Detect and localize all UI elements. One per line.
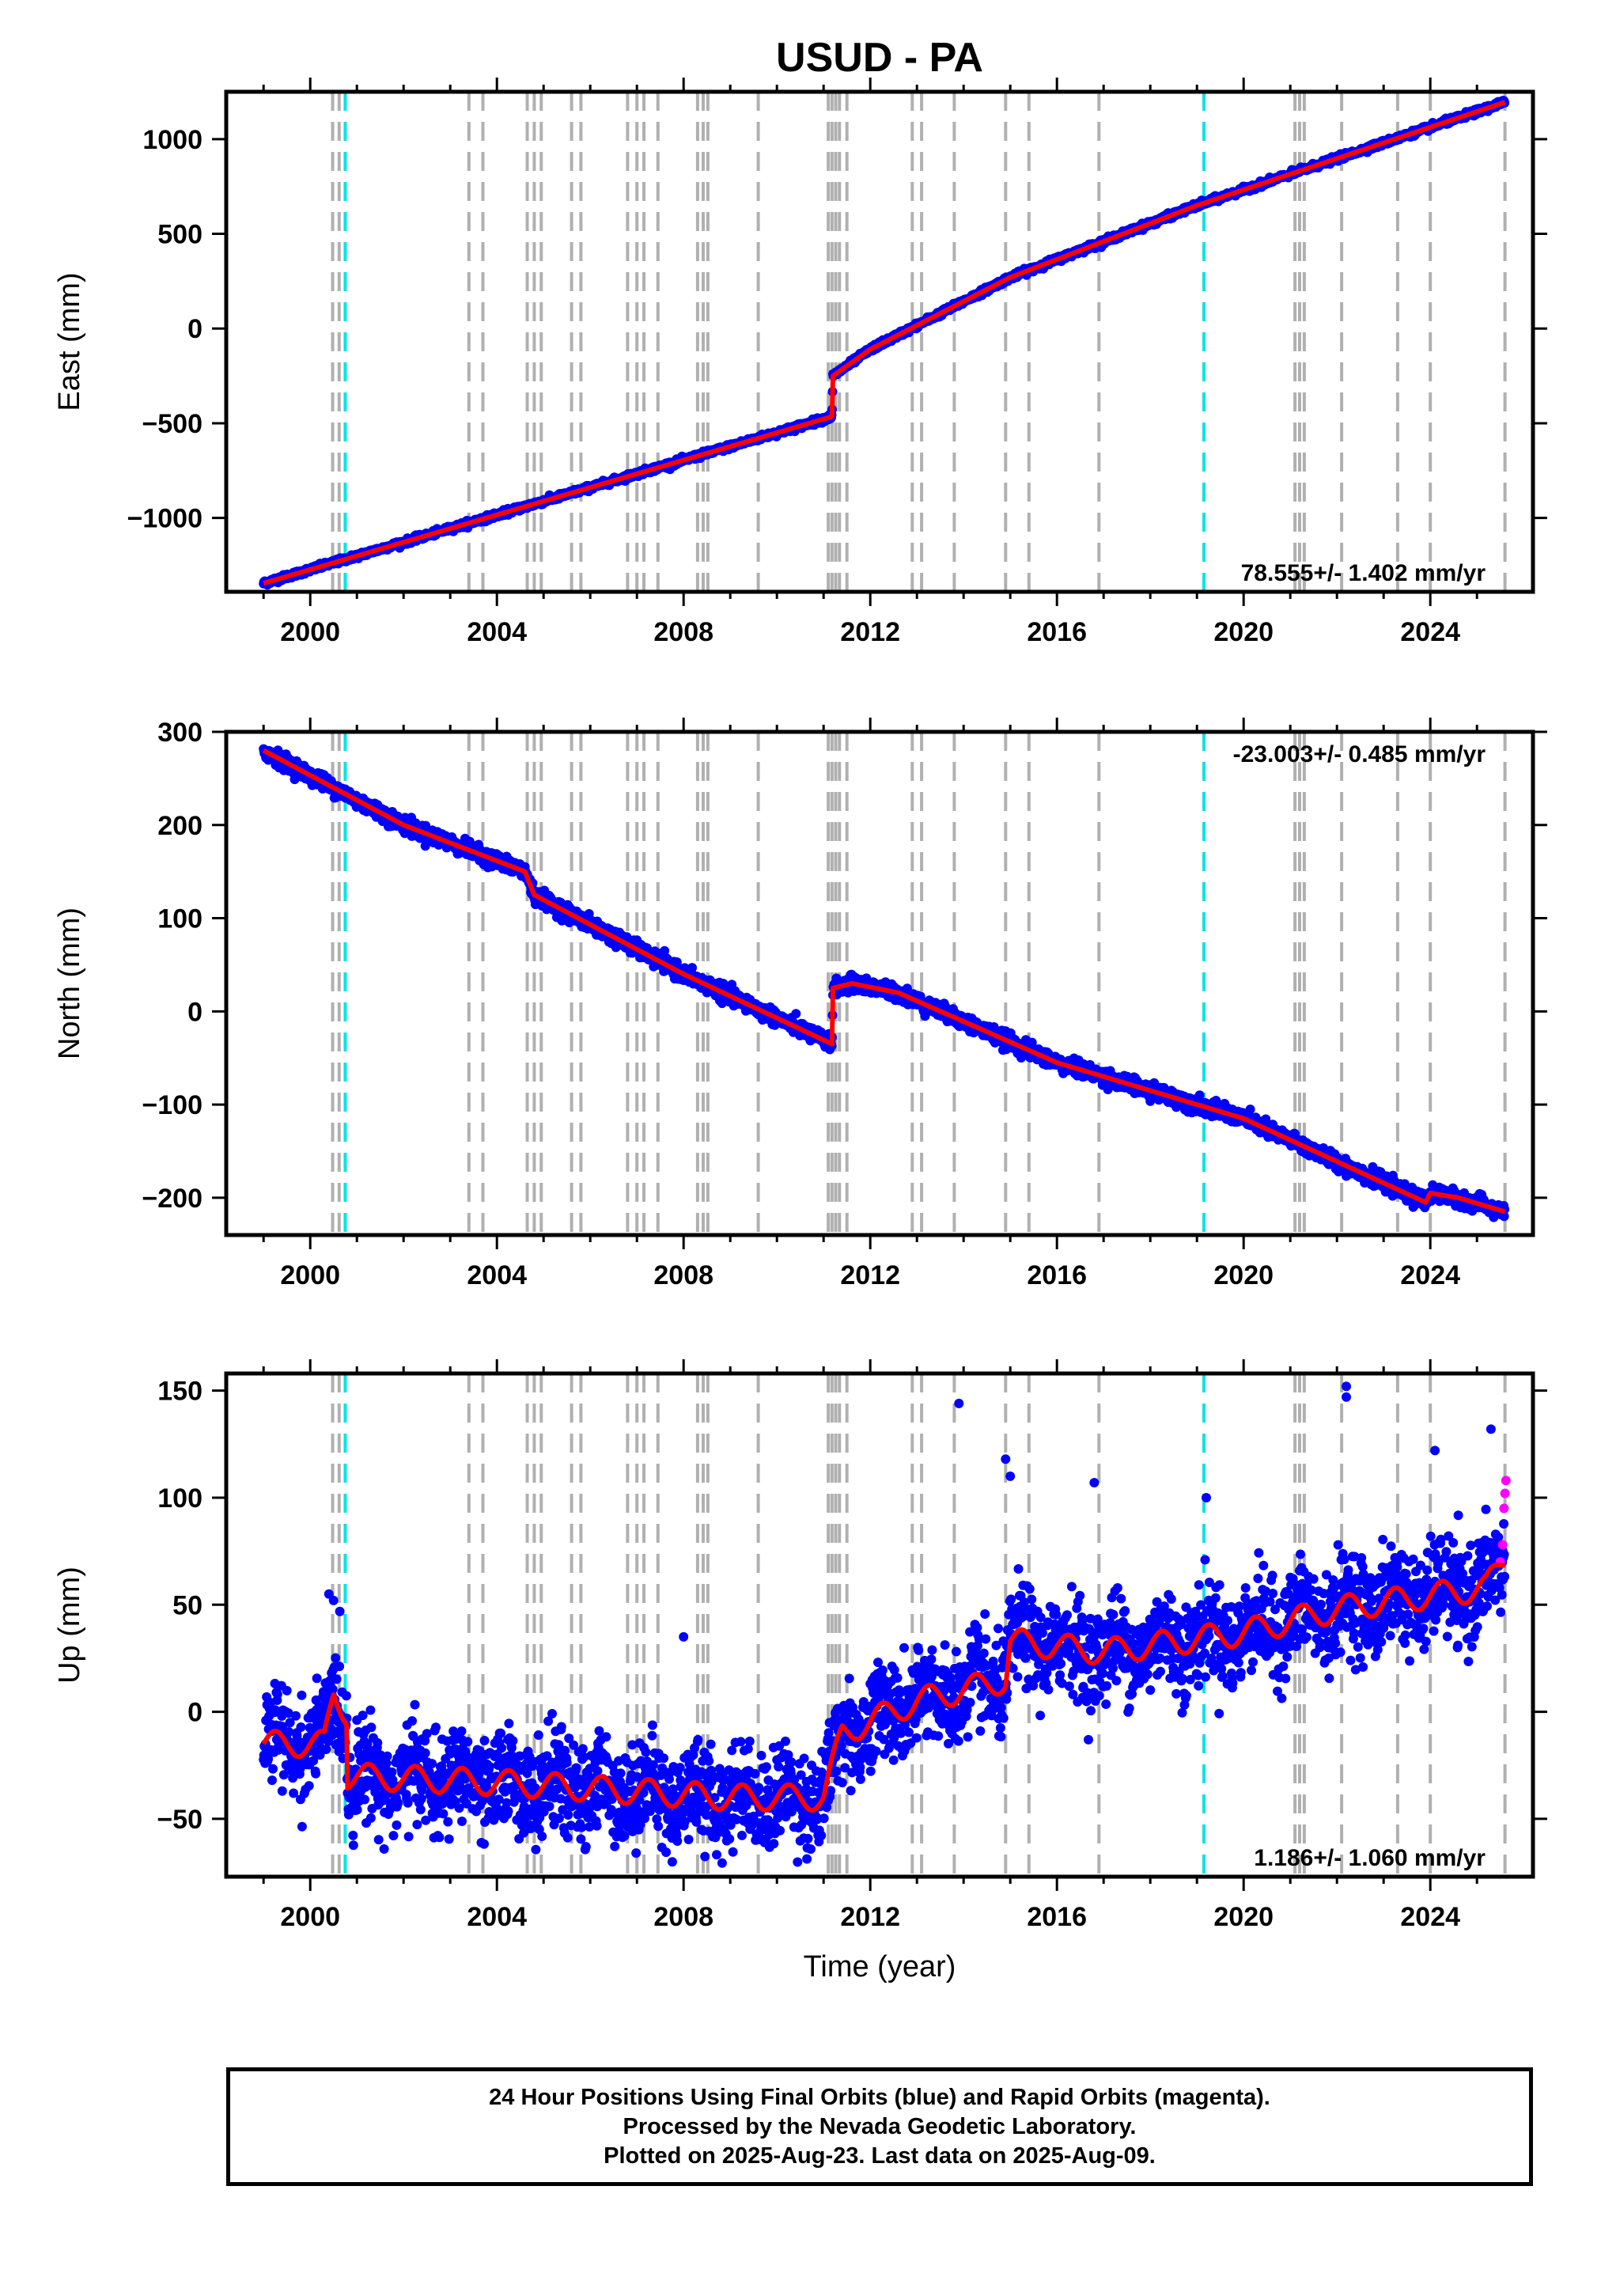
x-tick-label: 2004 (467, 617, 527, 647)
chart-title: USUD - PA (776, 35, 983, 81)
x-tick-label: 2020 (1213, 617, 1274, 647)
x-tick-label: 2008 (653, 617, 713, 647)
panel-east: 2000 2004 2008 2012 2016 2020 2024 −1000 −500 0 50… (53, 78, 1547, 647)
panel-north: 2000 2004 2008 2012 2016 2020 2024−200−1000100… (53, 718, 1547, 1290)
x-tick-label: 2016 (1027, 617, 1087, 647)
panels: 2000 2004 2008 2012 2016 2020 2024 −1000 −500 0 50… (53, 78, 1547, 1932)
y-tick-label: −500 (142, 409, 202, 439)
x-tick-label: 2012 (840, 617, 900, 647)
y-tick-label: 1000 (142, 125, 202, 155)
plot-area-north (259, 732, 1510, 1235)
y-axis-label: East (mm) (53, 272, 86, 411)
x-tick-label: 2024 (1400, 617, 1460, 647)
y-tick-label: 500 (157, 220, 202, 250)
final-orbit-points-north (259, 744, 1510, 1222)
x-tick-label: 2000 (280, 617, 340, 647)
y-tick-label: 0 (187, 314, 202, 344)
y-tick-label: −1000 (127, 504, 203, 534)
data-point (687, 963, 697, 973)
data-point (791, 1009, 801, 1019)
model-fit-line (261, 100, 1508, 586)
rate-label: 78.555+/- 1.402 mm/yr (1241, 560, 1486, 586)
plot-area-east (259, 92, 1510, 592)
